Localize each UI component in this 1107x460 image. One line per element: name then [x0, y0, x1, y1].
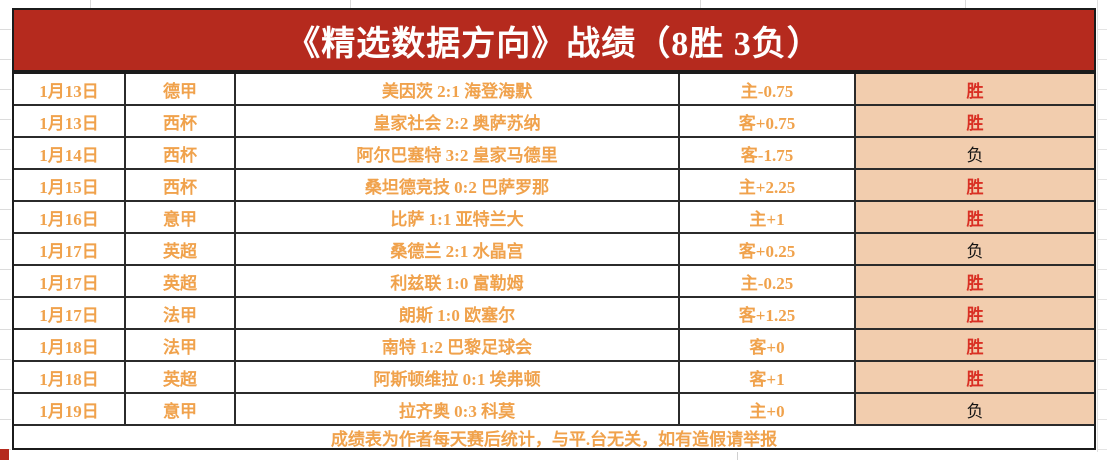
date-cell[interactable]: 1月18日 [39, 369, 99, 389]
match-cell[interactable]: 美因茨 2:1 海登海默 [234, 74, 678, 104]
sheet-top-gridline [700, 0, 701, 8]
handicap-cell[interactable]: 客+0.75 [678, 106, 854, 136]
sheet-top-gridline [350, 0, 351, 8]
footer-note: 成绩表为作者每天赛后统计，与平.台无关，如有造假请举报 [330, 429, 778, 449]
result-cell[interactable]: 胜 [854, 266, 1094, 296]
handicap-cell[interactable]: 客-1.75 [678, 138, 854, 168]
table-row: 1月13日 西杯 皇家社会 2:2 奥萨苏纳 客+0.75 胜 [14, 104, 1094, 136]
table-row: 1月17日 英超 桑德兰 2:1 水晶宫 客+0.25 负 [14, 232, 1094, 264]
date-cell[interactable]: 1月18日 [39, 337, 99, 357]
table-row: 1月14日 西杯 阿尔巴塞特 3:2 皇家马德里 客-1.75 负 [14, 136, 1094, 168]
handicap-cell[interactable]: 客+1 [678, 362, 854, 392]
table-row: 1月17日 英超 利兹联 1:0 富勒姆 主-0.25 胜 [14, 264, 1094, 296]
match-cell[interactable]: 桑坦德竞技 0:2 巴萨罗那 [234, 170, 678, 200]
footer-note-cell[interactable]: 成绩表为作者每天赛后统计，与平.台无关，如有造假请举报 [14, 424, 1094, 449]
sheet-right-margin-gridlines [1097, 0, 1107, 452]
result-cell[interactable]: 负 [854, 138, 1094, 168]
sheet-top-gridline [90, 0, 91, 8]
league-cell[interactable]: 西杯 [124, 170, 234, 200]
result-cell[interactable]: 负 [854, 394, 1094, 424]
handicap-cell[interactable]: 主+0 [678, 394, 854, 424]
league-cell[interactable]: 意甲 [124, 202, 234, 232]
table-row: 1月19日 意甲 拉齐奥 0:3 科莫 主+0 负 [14, 392, 1094, 424]
league-cell[interactable]: 英超 [124, 362, 234, 392]
table-row: 1月17日 法甲 朗斯 1:0 欧塞尔 客+1.25 胜 [14, 296, 1094, 328]
date-cell[interactable]: 1月13日 [39, 113, 99, 133]
table-body: 1月13日 德甲 美因茨 2:1 海登海默 主-0.75 胜 1月13日 西杯 … [14, 74, 1094, 424]
match-cell[interactable]: 阿斯顿维拉 0:1 埃弗顿 [234, 362, 678, 392]
match-cell[interactable]: 拉齐奥 0:3 科莫 [234, 394, 678, 424]
handicap-cell[interactable]: 主+1 [678, 202, 854, 232]
match-cell[interactable]: 桑德兰 2:1 水晶宫 [234, 234, 678, 264]
match-cell[interactable]: 南特 1:2 巴黎足球会 [234, 330, 678, 360]
date-cell[interactable]: 1月17日 [39, 305, 99, 325]
result-cell[interactable]: 胜 [854, 298, 1094, 328]
date-cell[interactable]: 1月16日 [39, 209, 99, 229]
league-cell[interactable]: 法甲 [124, 298, 234, 328]
handicap-cell[interactable]: 客+1.25 [678, 298, 854, 328]
table-row: 1月18日 英超 阿斯顿维拉 0:1 埃弗顿 客+1 胜 [14, 360, 1094, 392]
table-row: 1月13日 德甲 美因茨 2:1 海登海默 主-0.75 胜 [14, 74, 1094, 104]
league-cell[interactable]: 英超 [124, 266, 234, 296]
match-cell[interactable]: 阿尔巴塞特 3:2 皇家马德里 [234, 138, 678, 168]
result-cell[interactable]: 胜 [854, 170, 1094, 200]
results-table: 1月13日 德甲 美因茨 2:1 海登海默 主-0.75 胜 1月13日 西杯 … [12, 72, 1096, 450]
date-cell[interactable]: 1月14日 [39, 145, 99, 165]
match-cell[interactable]: 皇家社会 2:2 奥萨苏纳 [234, 106, 678, 136]
table-row: 1月15日 西杯 桑坦德竞技 0:2 巴萨罗那 主+2.25 胜 [14, 168, 1094, 200]
result-cell[interactable]: 胜 [854, 202, 1094, 232]
handicap-cell[interactable]: 主-0.75 [678, 74, 854, 104]
handicap-cell[interactable]: 主+2.25 [678, 170, 854, 200]
date-cell[interactable]: 1月19日 [39, 401, 99, 421]
result-cell[interactable]: 胜 [854, 362, 1094, 392]
table-row: 1月16日 意甲 比萨 1:1 亚特兰大 主+1 胜 [14, 200, 1094, 232]
sheet-left-margin-gridlines [0, 0, 11, 452]
sheet-top-gridline [965, 0, 966, 8]
date-cell[interactable]: 1月17日 [39, 241, 99, 261]
title-banner[interactable]: 《精选数据方向》战绩（8胜 3负） [12, 8, 1096, 72]
next-banner-sliver [0, 449, 9, 460]
date-cell[interactable]: 1月15日 [39, 177, 99, 197]
league-cell[interactable]: 法甲 [124, 330, 234, 360]
match-cell[interactable]: 朗斯 1:0 欧塞尔 [234, 298, 678, 328]
table-row: 1月18日 法甲 南特 1:2 巴黎足球会 客+0 胜 [14, 328, 1094, 360]
date-cell[interactable]: 1月17日 [39, 273, 99, 293]
result-cell[interactable]: 胜 [854, 74, 1094, 104]
result-cell[interactable]: 胜 [854, 330, 1094, 360]
handicap-cell[interactable]: 主-0.25 [678, 266, 854, 296]
league-cell[interactable]: 意甲 [124, 394, 234, 424]
league-cell[interactable]: 西杯 [124, 138, 234, 168]
page-title: 《精选数据方向》战绩（8胜 3负） [286, 25, 822, 63]
result-cell[interactable]: 负 [854, 234, 1094, 264]
league-cell[interactable]: 西杯 [124, 106, 234, 136]
match-cell[interactable]: 比萨 1:1 亚特兰大 [234, 202, 678, 232]
handicap-cell[interactable]: 客+0 [678, 330, 854, 360]
match-cell[interactable]: 利兹联 1:0 富勒姆 [234, 266, 678, 296]
date-cell[interactable]: 1月13日 [39, 81, 99, 101]
league-cell[interactable]: 英超 [124, 234, 234, 264]
sheet-bottom-gridline [737, 452, 738, 460]
league-cell[interactable]: 德甲 [124, 74, 234, 104]
result-cell[interactable]: 胜 [854, 106, 1094, 136]
handicap-cell[interactable]: 客+0.25 [678, 234, 854, 264]
